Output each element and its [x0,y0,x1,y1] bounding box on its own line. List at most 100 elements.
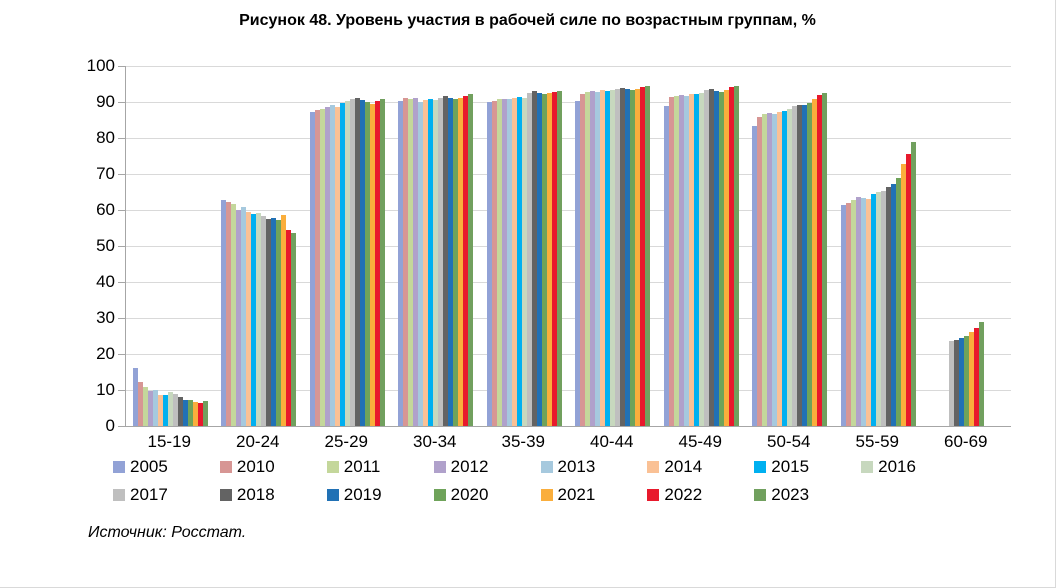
bar-2011-45-49 [673,96,679,426]
bar-2022-60-69 [974,328,980,426]
legend-swatch-2018 [219,489,232,501]
bar-2011-50-54 [762,114,768,426]
bar-2023-20-24 [291,233,297,426]
legend-swatch-2021 [540,489,553,501]
legend-label-2012: 2012 [450,457,489,476]
bar-2019-60-69 [959,338,965,426]
y-tick-mark-30 [118,318,125,319]
bar-2012-15-19 [147,391,153,426]
y-tick-label-20: 20 [96,344,115,363]
gridline-10 [126,390,1011,391]
bar-2011-20-24 [231,204,237,426]
y-tick-mark-70 [118,174,125,175]
bar-2019-25-29 [359,100,365,426]
bar-2005-50-54 [752,126,758,426]
bar-2010-50-54 [757,117,763,426]
x-axis-label-20-24: 20-24 [236,432,280,451]
bar-2022-15-19 [197,403,203,426]
legend-label-2021: 2021 [557,485,596,504]
gridline-80 [126,138,1011,139]
legend-item-2020: 2020 [433,485,541,505]
bar-2014-30-34 [423,100,429,426]
source-note: Источник: Росстат. [88,524,247,541]
legend-label-2013: 2013 [557,457,596,476]
bar-2015-35-39 [516,97,522,426]
legend-swatch-2023 [754,489,767,501]
bar-2016-35-39 [521,98,527,426]
bar-2017-55-59 [880,191,886,426]
bar-2017-60-69 [949,341,955,426]
legend-item-2019: 2019 [326,485,434,505]
bar-group-35-39 [480,66,569,426]
bar-2022-45-49 [728,87,734,426]
bar-2023-35-39 [556,91,562,426]
x-axis-label-30-34: 30-34 [413,432,457,451]
legend-swatch-2005 [113,461,125,473]
bar-groups [126,66,1011,426]
x-axis-label-45-49: 45-49 [678,432,722,451]
legend-label-2019: 2019 [343,485,382,504]
bar-2005-25-29 [309,112,315,426]
bar-2012-30-34 [413,98,419,426]
bar-2012-40-44 [590,91,596,426]
bar-2013-45-49 [683,96,689,426]
legend-swatch-2016 [861,461,874,473]
bar-2015-40-44 [605,91,611,426]
legend-item-2021: 2021 [540,485,648,505]
legend-label-2018: 2018 [236,485,275,504]
bar-2011-35-39 [496,99,502,426]
bar-2021-25-29 [369,104,375,426]
bar-2012-55-59 [855,197,861,426]
bar-2015-50-54 [782,111,788,426]
bar-2023-45-49 [733,86,739,426]
bar-2017-20-24 [261,216,267,426]
legend-swatch-2012 [433,461,446,473]
bar-2016-55-59 [875,192,881,426]
bar-group-55-59 [834,66,923,426]
bar-2013-35-39 [506,99,512,426]
bar-2019-20-24 [271,218,277,426]
bar-2010-40-44 [580,94,586,426]
bar-group-25-29 [303,66,392,426]
bar-2016-20-24 [256,213,262,426]
gridline-40 [126,282,1011,283]
bar-2016-30-34 [433,100,439,426]
bar-2005-40-44 [575,101,581,426]
y-tick-label-100: 100 [86,56,115,75]
bar-2022-55-59 [905,154,911,426]
bar-group-20-24 [215,66,304,426]
bar-2023-25-29 [379,99,385,426]
legend-swatch-2010 [219,461,232,473]
bar-2021-60-69 [969,332,975,426]
bar-2019-50-54 [802,105,808,426]
x-axis-label-40-44: 40-44 [590,432,634,451]
bar-2022-50-54 [817,95,823,426]
legend-swatch-2019 [326,489,339,501]
x-axis-label-60-69: 60-69 [944,432,988,451]
bar-2005-30-34 [398,101,404,426]
bar-2011-15-19 [142,387,148,426]
bar-2005-45-49 [663,106,669,426]
x-axis-label-25-29: 25-29 [324,432,368,451]
y-tick-label-30: 30 [96,308,115,327]
gridline-90 [126,102,1011,103]
bar-2014-55-59 [865,199,871,426]
bar-2013-25-29 [329,105,335,426]
bar-2020-15-19 [187,400,193,426]
bar-2012-50-54 [767,113,773,426]
y-tick-label-60: 60 [96,200,115,219]
y-tick-label-40: 40 [96,272,115,291]
bar-2015-30-34 [428,99,434,426]
bar-group-50-54 [746,66,835,426]
bar-2005-20-24 [221,200,227,426]
bar-2018-40-44 [620,88,626,426]
bar-2023-50-54 [822,93,828,426]
bar-2014-40-44 [600,90,606,426]
bar-2020-40-44 [630,90,636,426]
bar-2019-35-39 [536,93,542,426]
y-tick-mark-10 [118,390,125,391]
y-tick-mark-0 [118,426,125,427]
y-tick-mark-100 [118,66,125,67]
legend-label-2005: 2005 [130,457,168,476]
